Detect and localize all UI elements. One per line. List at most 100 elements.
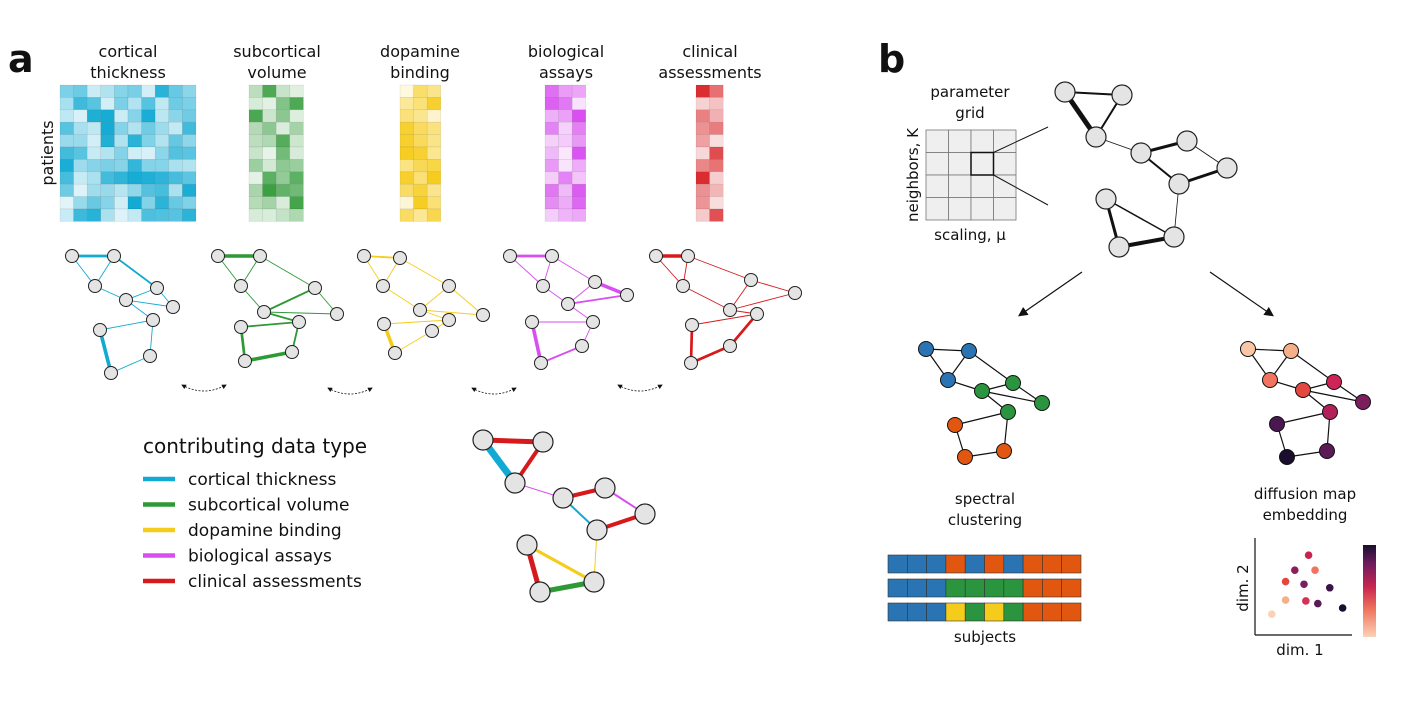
header-cortical-line2: thickness — [90, 63, 166, 82]
heatmap-cell — [399, 146, 414, 160]
heatmap-cell — [100, 208, 115, 222]
heatmap-cell — [248, 84, 263, 98]
network-node — [588, 275, 602, 289]
header-dopamine-line1: dopamine — [380, 42, 460, 61]
heatmap-cell — [59, 84, 74, 98]
network-edge — [110, 355, 151, 374]
network-node — [425, 324, 439, 338]
heatmap-cell — [114, 134, 129, 148]
heatmap-cell — [182, 171, 197, 185]
scatter-point — [1314, 599, 1322, 608]
heatmap-cell — [182, 183, 197, 197]
embedding-edge — [1276, 411, 1331, 425]
column-headers: cortical thickness subcortical volume do… — [90, 42, 761, 82]
heatmap-cell — [248, 109, 263, 123]
heatmap-cell — [86, 84, 102, 98]
network-edge — [750, 279, 796, 294]
heatmap-cell — [248, 196, 263, 210]
heatmap-cell — [709, 208, 724, 222]
network-node — [253, 249, 267, 263]
network-node — [681, 249, 695, 263]
grid-cell — [925, 129, 949, 153]
heatmap-cell — [182, 159, 197, 173]
heatmap-cell — [182, 196, 197, 210]
panel-a-letter: a — [8, 37, 34, 81]
data-heatmaps — [59, 84, 724, 222]
network-edge — [98, 329, 113, 374]
bar-cell — [1061, 578, 1082, 598]
bar-cell — [964, 554, 985, 574]
network-node — [257, 305, 271, 319]
network-node — [545, 249, 559, 263]
scatter-point — [1291, 566, 1299, 574]
heatmap-cell — [59, 97, 74, 111]
cluster-node — [918, 341, 934, 357]
network-edge — [394, 330, 433, 354]
modality-networks — [65, 249, 802, 380]
heatmap-cell — [709, 183, 724, 197]
network-node — [234, 320, 248, 334]
heatmap-cell — [73, 171, 88, 185]
fused-node — [583, 571, 605, 593]
heatmap-cell — [695, 196, 710, 210]
heatmap-0 — [59, 84, 197, 222]
heatmap-cell — [127, 196, 142, 210]
heatmap-cell — [544, 146, 559, 160]
b-network-node — [1168, 173, 1190, 195]
grid-x-label: scaling, μ — [934, 226, 1006, 244]
network-node — [143, 349, 157, 363]
grid-cell — [925, 174, 949, 198]
network-node — [65, 249, 79, 263]
heatmap-cell — [399, 208, 414, 222]
heatmap-1 — [248, 84, 304, 222]
heatmap-cell — [413, 159, 428, 173]
network-node — [150, 281, 164, 295]
heatmap-cell — [426, 121, 442, 135]
heatmap-cell — [695, 121, 710, 135]
heatmap-cell — [168, 109, 183, 123]
heatmap-cell — [114, 146, 129, 160]
bar-cell — [906, 602, 927, 622]
heatmap-cell — [114, 109, 129, 123]
heatmap-cell — [262, 183, 277, 197]
network-node — [442, 313, 456, 327]
heatmap-cell — [399, 109, 414, 123]
heatmap-cell — [86, 146, 102, 160]
header-clinical-line1: clinical — [682, 42, 737, 61]
grid-zoom-line — [993, 126, 1049, 153]
network-node — [146, 313, 160, 327]
network-node — [357, 249, 371, 263]
network-edge — [259, 255, 316, 289]
network-edge — [691, 313, 758, 326]
heatmap-cell — [154, 171, 170, 185]
fused-node — [516, 534, 538, 556]
heatmap-cell — [168, 196, 183, 210]
heatmap-cell — [141, 208, 156, 222]
heatmap-cell — [168, 183, 183, 197]
heatmap-cell — [571, 183, 587, 197]
heatmap-cell — [141, 146, 156, 160]
network-node — [88, 279, 102, 293]
scatter-point — [1304, 551, 1313, 559]
heatmap-cell — [59, 183, 74, 197]
heatmap-cell — [558, 121, 573, 135]
grid-cell — [925, 152, 949, 176]
heatmap-cell — [695, 159, 710, 173]
heatmap-cell — [127, 134, 142, 148]
heatmap-cell — [275, 84, 291, 98]
heatmap-cell — [141, 196, 156, 210]
heatmap-cell — [399, 183, 414, 197]
heatmap-cell — [168, 97, 183, 111]
bar-cell — [984, 554, 1005, 574]
heatmap-cell — [571, 109, 587, 123]
embedding-edge — [1290, 350, 1335, 383]
network-node — [534, 356, 548, 370]
heatmap-cell — [695, 134, 710, 148]
network-node — [376, 279, 390, 293]
heatmap-cell — [571, 97, 587, 111]
heatmap-cell — [73, 121, 88, 135]
network-node — [788, 286, 802, 300]
header-biological-line1: biological — [528, 42, 604, 61]
embedding-node — [1326, 374, 1342, 390]
